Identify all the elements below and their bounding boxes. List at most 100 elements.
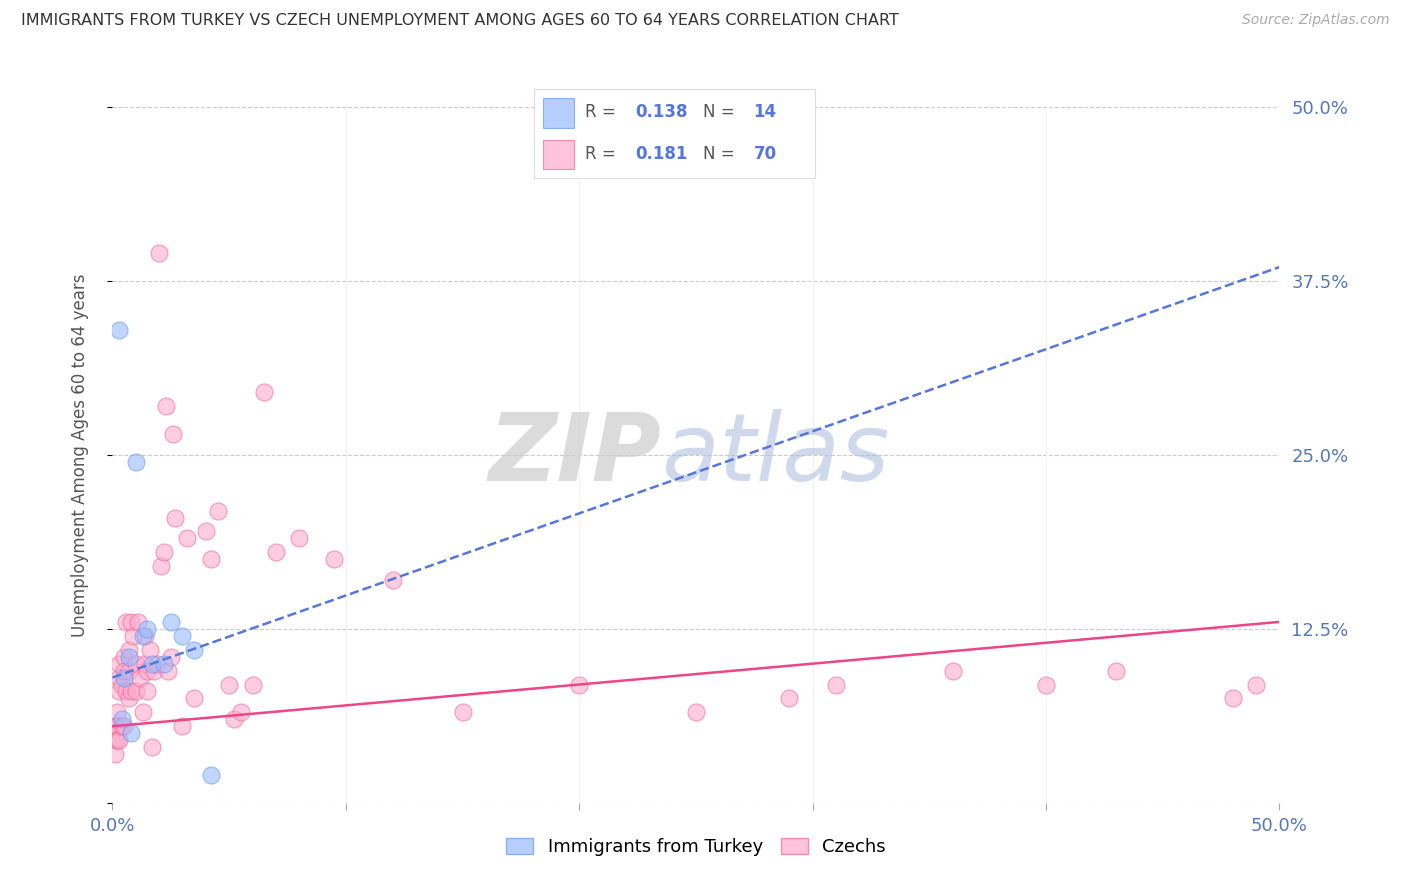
- Point: [134, 657, 156, 671]
- Point: [115, 684, 138, 698]
- Point: [242, 677, 264, 691]
- Text: 0.138: 0.138: [636, 103, 688, 121]
- Point: [1105, 664, 1128, 678]
- Point: [253, 385, 276, 400]
- Point: [122, 629, 145, 643]
- Point: [172, 719, 194, 733]
- Point: [141, 740, 163, 755]
- Point: [129, 671, 152, 685]
- Point: [825, 677, 848, 691]
- Point: [136, 684, 159, 698]
- Point: [381, 573, 404, 587]
- Point: [451, 706, 474, 720]
- Point: [115, 615, 138, 629]
- Point: [162, 427, 184, 442]
- Point: [157, 664, 180, 678]
- Point: [150, 559, 173, 574]
- Point: [132, 706, 155, 720]
- Point: [200, 552, 222, 566]
- Point: [264, 545, 287, 559]
- Point: [125, 455, 148, 469]
- Text: Source: ZipAtlas.com: Source: ZipAtlas.com: [1241, 13, 1389, 28]
- Text: R =: R =: [585, 145, 621, 163]
- FancyBboxPatch shape: [543, 98, 574, 128]
- Point: [141, 657, 163, 671]
- Text: IMMIGRANTS FROM TURKEY VS CZECH UNEMPLOYMENT AMONG AGES 60 TO 64 YEARS CORRELATI: IMMIGRANTS FROM TURKEY VS CZECH UNEMPLOY…: [21, 13, 898, 29]
- Text: ZIP: ZIP: [488, 409, 661, 501]
- Text: N =: N =: [703, 103, 740, 121]
- Point: [160, 649, 183, 664]
- Point: [104, 719, 127, 733]
- Point: [120, 726, 142, 740]
- Point: [111, 712, 134, 726]
- Point: [108, 323, 131, 337]
- Point: [172, 629, 194, 643]
- Point: [120, 684, 142, 698]
- Point: [165, 510, 187, 524]
- Point: [194, 524, 217, 539]
- Point: [229, 706, 252, 720]
- Point: [118, 642, 141, 657]
- Point: [125, 684, 148, 698]
- Point: [112, 664, 135, 678]
- Text: atlas: atlas: [661, 409, 889, 500]
- Point: [183, 642, 205, 657]
- Point: [108, 671, 131, 685]
- Point: [183, 691, 205, 706]
- Point: [104, 733, 127, 747]
- Point: [108, 684, 131, 698]
- Point: [288, 532, 311, 546]
- Point: [568, 677, 591, 691]
- Point: [118, 649, 141, 664]
- Point: [323, 552, 346, 566]
- Point: [111, 719, 134, 733]
- Point: [1222, 691, 1244, 706]
- Point: [160, 615, 183, 629]
- Text: 14: 14: [754, 103, 776, 121]
- Point: [120, 615, 142, 629]
- Point: [112, 649, 135, 664]
- Point: [111, 677, 134, 691]
- Point: [105, 719, 128, 733]
- Point: [125, 657, 148, 671]
- Point: [136, 622, 159, 636]
- Point: [132, 629, 155, 643]
- Point: [207, 503, 229, 517]
- Point: [685, 706, 707, 720]
- Point: [105, 733, 128, 747]
- Point: [153, 545, 176, 559]
- Point: [105, 719, 128, 733]
- Y-axis label: Unemployment Among Ages 60 to 64 years: Unemployment Among Ages 60 to 64 years: [70, 273, 89, 637]
- FancyBboxPatch shape: [543, 140, 574, 169]
- Legend: Immigrants from Turkey, Czechs: Immigrants from Turkey, Czechs: [499, 830, 893, 863]
- Point: [118, 664, 141, 678]
- Point: [200, 768, 222, 782]
- Point: [222, 712, 245, 726]
- Text: R =: R =: [585, 103, 621, 121]
- Point: [942, 664, 965, 678]
- Point: [134, 629, 156, 643]
- Point: [155, 399, 177, 413]
- Text: 70: 70: [754, 145, 776, 163]
- Point: [104, 747, 127, 761]
- Point: [139, 642, 162, 657]
- Point: [108, 733, 131, 747]
- Point: [148, 246, 170, 260]
- Point: [136, 664, 159, 678]
- Point: [218, 677, 240, 691]
- Point: [1035, 677, 1057, 691]
- Point: [143, 664, 166, 678]
- Point: [153, 657, 176, 671]
- Point: [778, 691, 800, 706]
- Point: [105, 706, 128, 720]
- Text: N =: N =: [703, 145, 740, 163]
- Point: [127, 615, 149, 629]
- Point: [108, 657, 131, 671]
- Point: [1244, 677, 1267, 691]
- Point: [112, 671, 135, 685]
- Point: [146, 657, 169, 671]
- Point: [112, 719, 135, 733]
- Point: [176, 532, 198, 546]
- Text: 0.181: 0.181: [636, 145, 688, 163]
- Point: [118, 691, 141, 706]
